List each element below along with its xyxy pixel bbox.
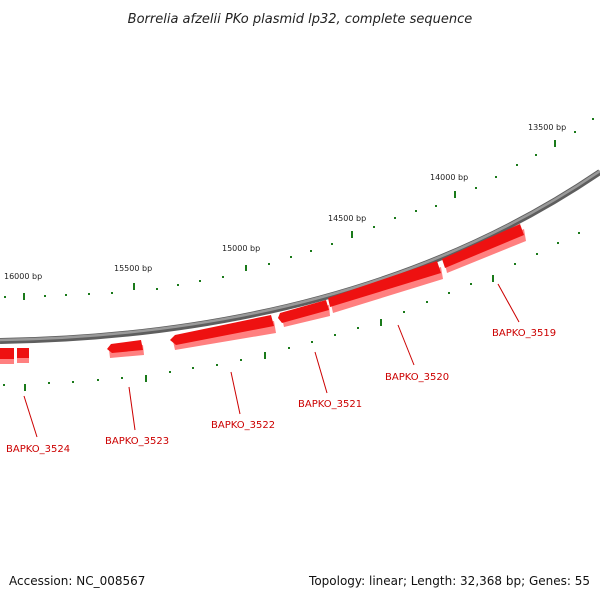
scale-label-14500: 14500 bp [328,214,366,223]
gene-label-BAPKO_3523[interactable]: BAPKO_3523 [105,436,169,447]
gene-label-BAPKO_3520[interactable]: BAPKO_3520 [385,372,449,383]
gene-BAPKO_3522[interactable] [170,315,276,350]
scale-label-15000: 15000 bp [222,244,260,253]
outer-scale-ticks [4,118,594,300]
leader-BAPKO_3522 [230,371,241,415]
leader-BAPKO_3523 [128,386,136,431]
sequence-backbone [0,169,600,342]
map-title: Borrelia afzelii PKo plasmid lp32, compl… [128,12,473,27]
gene-BAPKO_3519[interactable] [442,224,526,273]
gene-label-BAPKO_3522[interactable]: BAPKO_3522 [211,420,275,431]
gene-BAPKO_3524[interactable] [0,348,29,364]
gene-label-leaders [23,283,520,438]
gene-label-BAPKO_3519[interactable]: BAPKO_3519 [492,328,556,339]
inner-scale-ticks [3,232,580,391]
accession-text: Accession: NC_008567 [9,574,146,588]
leader-BAPKO_3521 [314,351,328,394]
scale-label-14000: 14000 bp [430,173,468,182]
gene-BAPKO_3523[interactable] [107,340,144,358]
summary-text: Topology: linear; Length: 32,368 bp; Gen… [309,574,590,588]
scale-label-16000: 16000 bp [4,272,42,281]
leader-BAPKO_3519 [497,283,520,323]
scale-label-15500: 15500 bp [114,264,152,273]
leader-BAPKO_3524 [23,395,38,438]
gene-BAPKO_3520[interactable] [328,261,443,313]
gene-label-BAPKO_3524[interactable]: BAPKO_3524 [6,444,70,455]
gene-label-BAPKO_3521[interactable]: BAPKO_3521 [298,399,362,410]
gene-features [0,224,526,364]
gene-BAPKO_3521[interactable] [278,300,330,327]
scale-label-13500: 13500 bp [528,123,566,132]
leader-BAPKO_3520 [397,324,415,366]
